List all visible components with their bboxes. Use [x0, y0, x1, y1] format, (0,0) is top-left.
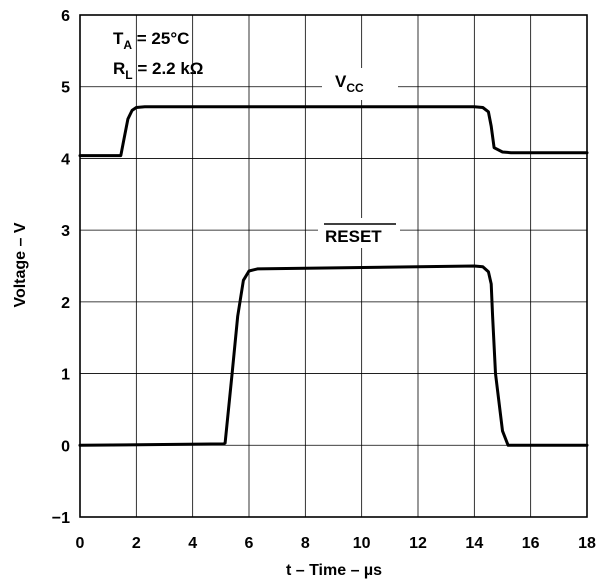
x-tick-label: 8	[301, 535, 310, 552]
y-tick-label: 6	[61, 8, 70, 25]
x-tick-label: 16	[522, 535, 540, 552]
series-lines	[78, 105, 589, 447]
plot-frame	[79, 14, 588, 518]
vcc-label-bg	[322, 68, 398, 100]
y-tick-label: 4	[61, 151, 70, 168]
x-tick-label: 0	[76, 535, 85, 552]
x-tick-label: 10	[353, 535, 371, 552]
y-tick-label: 3	[61, 223, 70, 240]
y-axis-label: Voltage – V	[12, 222, 29, 307]
reset-label-bg	[318, 218, 400, 248]
y-tick-label: 0	[61, 438, 70, 455]
x-tick-label: 6	[245, 535, 254, 552]
x-tick-label: 14	[465, 535, 483, 552]
y-tick-label: 2	[61, 295, 70, 312]
vcc-series-label: VCC	[335, 72, 364, 95]
y-tick-label: −1	[52, 510, 70, 527]
y-tick-label: 1	[61, 367, 70, 384]
series-line-vcc	[78, 105, 589, 158]
rl-annotation: RL = 2.2 kΩ	[113, 59, 203, 82]
ta-annotation: TA = 25°C	[113, 29, 189, 52]
x-tick-label: 2	[132, 535, 141, 552]
x-tick-label: 18	[578, 535, 596, 552]
x-axis-label: t – Time – µs	[286, 562, 382, 579]
x-tick-label: 12	[409, 535, 427, 552]
series-line-reset	[78, 264, 589, 447]
y-tick-label: 5	[61, 80, 70, 97]
reset-series-label: RESET	[325, 227, 382, 246]
x-tick-label: 4	[188, 535, 197, 552]
